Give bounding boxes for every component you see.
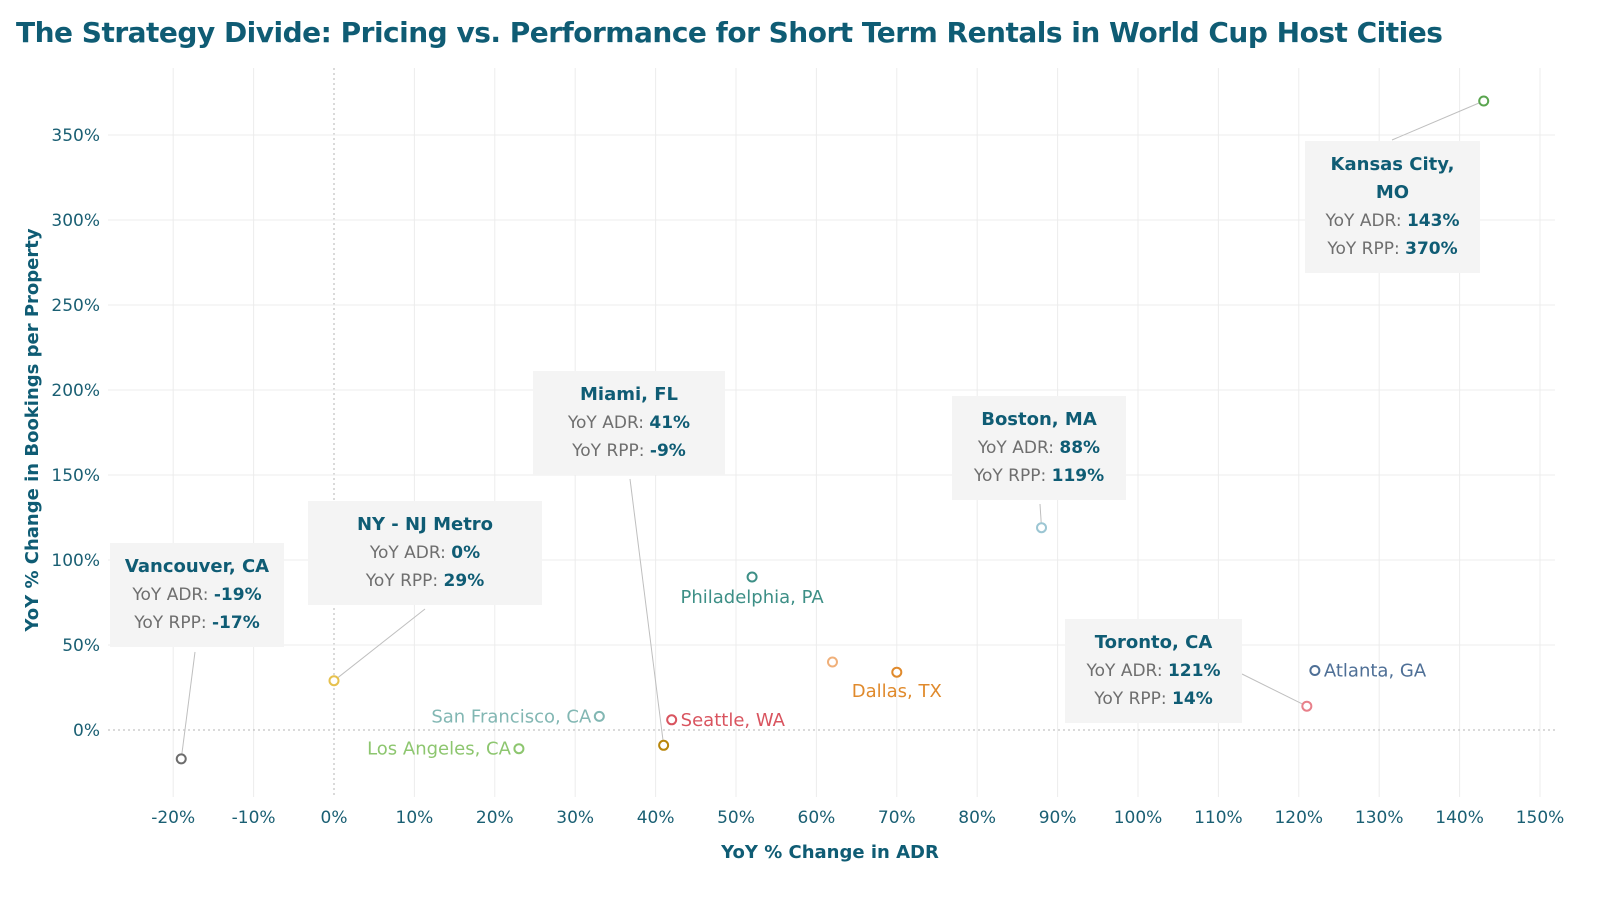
x-tick-label: 70% bbox=[878, 808, 916, 828]
card-toronto-adr-value: 121% bbox=[1167, 661, 1221, 681]
y-tick-label: 100% bbox=[51, 551, 100, 571]
point-label-atlanta: Atlanta, GA bbox=[1324, 661, 1427, 682]
y-tick-label: 200% bbox=[51, 381, 100, 401]
card-miami: Miami, FL YoY ADR: 41% YoY RPP: -9% bbox=[533, 371, 725, 475]
card-kc-adr-prefix: YoY ADR: bbox=[1325, 211, 1402, 231]
point-vancouver[interactable] bbox=[175, 753, 187, 765]
point-label-san-francisco: San Francisco, CA bbox=[431, 706, 592, 727]
point-los-angeles[interactable] bbox=[513, 743, 525, 755]
card-boston-name: Boston, MA bbox=[981, 409, 1097, 430]
x-tick-label: 80% bbox=[958, 808, 996, 828]
card-miami-adr-value: 41% bbox=[649, 413, 691, 433]
point-dallas[interactable] bbox=[891, 666, 903, 678]
x-tick-label: 40% bbox=[637, 808, 675, 828]
y-tick-label: 350% bbox=[51, 126, 100, 146]
card-toronto: Toronto, CA YoY ADR: 121% YoY RPP: 14% bbox=[1065, 619, 1242, 723]
x-tick-label: 90% bbox=[1039, 808, 1077, 828]
point-kansas-city[interactable] bbox=[1478, 95, 1490, 107]
y-tick-label: 0% bbox=[73, 721, 100, 741]
card-ny-rpp-value: 29% bbox=[443, 571, 485, 591]
card-ny-nj-metro: NY - NJ Metro YoY ADR: 0% YoY RPP: 29% bbox=[308, 501, 542, 605]
point-toronto[interactable] bbox=[1301, 700, 1313, 712]
x-tick-label: 150% bbox=[1516, 808, 1565, 828]
y-tick-label: 150% bbox=[51, 466, 100, 486]
x-tick-label: 120% bbox=[1274, 808, 1323, 828]
point-atlanta[interactable] bbox=[1309, 665, 1321, 676]
x-tick-label: 0% bbox=[321, 808, 348, 828]
point-label-los-angeles: Los Angeles, CA bbox=[367, 739, 512, 760]
card-ny-adr-prefix: YoY ADR: bbox=[369, 543, 446, 563]
card-miami-adr-prefix: YoY ADR: bbox=[567, 413, 644, 433]
point-label-philadelphia: Philadelphia, PA bbox=[681, 587, 825, 608]
card-kc-name-line2: MO bbox=[1375, 182, 1410, 203]
point-philadelphia[interactable] bbox=[746, 571, 758, 583]
card-ny-name: NY - NJ Metro bbox=[356, 514, 494, 535]
point-boston[interactable] bbox=[1036, 522, 1048, 534]
x-tick-label: 110% bbox=[1194, 808, 1243, 828]
x-tick-label: 100% bbox=[1114, 808, 1163, 828]
card-boston-adr-value: 88% bbox=[1059, 438, 1101, 458]
y-tick-label: 50% bbox=[62, 636, 100, 656]
x-tick-label: 20% bbox=[476, 808, 514, 828]
card-kc-name-line1: Kansas City, bbox=[1330, 154, 1455, 175]
x-axis-title: YoY % Change in ADR bbox=[720, 842, 939, 863]
card-boston: Boston, MA YoY ADR: 88% YoY RPP: 119% bbox=[952, 396, 1126, 500]
card-ny-adr-value: 0% bbox=[451, 543, 481, 563]
point-layer bbox=[175, 95, 1490, 765]
x-tick-label: 30% bbox=[556, 808, 594, 828]
card-vancouver-name: Vancouver, CA bbox=[124, 556, 270, 577]
card-boston-rpp-value: 119% bbox=[1051, 466, 1105, 486]
card-kc-adr-value: 143% bbox=[1406, 211, 1460, 231]
card-kc-rpp-prefix: YoY RPP: bbox=[1327, 239, 1400, 259]
leader-line-ny-nj bbox=[333, 608, 426, 682]
point-san-francisco[interactable] bbox=[593, 710, 605, 722]
card-kc-rpp-value: 370% bbox=[1405, 239, 1458, 259]
card-boston-adr-prefix: YoY ADR: bbox=[977, 438, 1054, 458]
x-tick-label: -10% bbox=[232, 808, 276, 828]
x-tick-label: 130% bbox=[1355, 808, 1404, 828]
leader-line-miami bbox=[629, 478, 665, 746]
point-label-dallas: Dallas, TX bbox=[852, 681, 942, 702]
card-vancouver-rpp-prefix: YoY RPP: bbox=[134, 613, 207, 633]
x-tick-label: -20% bbox=[151, 808, 195, 828]
leader-line-vancouver bbox=[180, 651, 196, 759]
card-miami-name: Miami, FL bbox=[579, 384, 679, 405]
card-toronto-rpp-value: 14% bbox=[1172, 689, 1213, 709]
point-houston[interactable] bbox=[826, 656, 838, 668]
card-toronto-name: Toronto, CA bbox=[1094, 632, 1213, 653]
card-vancouver: Vancouver, CA YoY ADR: -19% YoY RPP: -17… bbox=[110, 543, 284, 647]
card-toronto-rpp-prefix: YoY RPP: bbox=[1094, 689, 1167, 709]
y-tick-label: 300% bbox=[51, 211, 100, 231]
leader-line-toronto bbox=[1241, 673, 1308, 707]
y-tick-label: 250% bbox=[51, 296, 100, 316]
card-miami-rpp-prefix: YoY RPP: bbox=[572, 441, 645, 461]
card-miami-rpp-value: -9% bbox=[649, 441, 686, 461]
card-boston-rpp-prefix: YoY RPP: bbox=[973, 466, 1047, 486]
chart-title: The Strategy Divide: Pricing vs. Perform… bbox=[16, 16, 1443, 49]
x-tick-label: 10% bbox=[396, 808, 434, 828]
point-miami[interactable] bbox=[658, 739, 670, 751]
point-label-seattle: Seattle, WA bbox=[681, 710, 786, 731]
card-vancouver-adr-prefix: YoY ADR: bbox=[132, 585, 209, 605]
y-axis-title: YoY % Change in Bookings per Property bbox=[22, 228, 43, 632]
point-ny-nj[interactable] bbox=[328, 675, 340, 687]
leader-line-kansas-city bbox=[1391, 100, 1484, 141]
card-kansas-city: Kansas City, MO YoY ADR: 143% YoY RPP: 3… bbox=[1305, 141, 1480, 273]
x-tick-label: 140% bbox=[1435, 808, 1484, 828]
card-ny-rpp-prefix: YoY RPP: bbox=[365, 571, 439, 591]
card-toronto-adr-prefix: YoY ADR: bbox=[1086, 661, 1163, 681]
label-layer: Philadelphia, PA San Francisco, CA Los Ang… bbox=[367, 587, 1427, 760]
card-vancouver-rpp-value: -17% bbox=[212, 613, 260, 633]
card-vancouver-adr-value: -19% bbox=[213, 585, 262, 605]
axis-layer: -20% -10% 0% 10% 20% 30% 40% 50% 60% 70% 80% 90% 100… bbox=[51, 126, 1564, 828]
point-seattle[interactable] bbox=[666, 714, 678, 726]
x-tick-label: 60% bbox=[798, 808, 836, 828]
x-tick-label: 50% bbox=[717, 808, 755, 828]
